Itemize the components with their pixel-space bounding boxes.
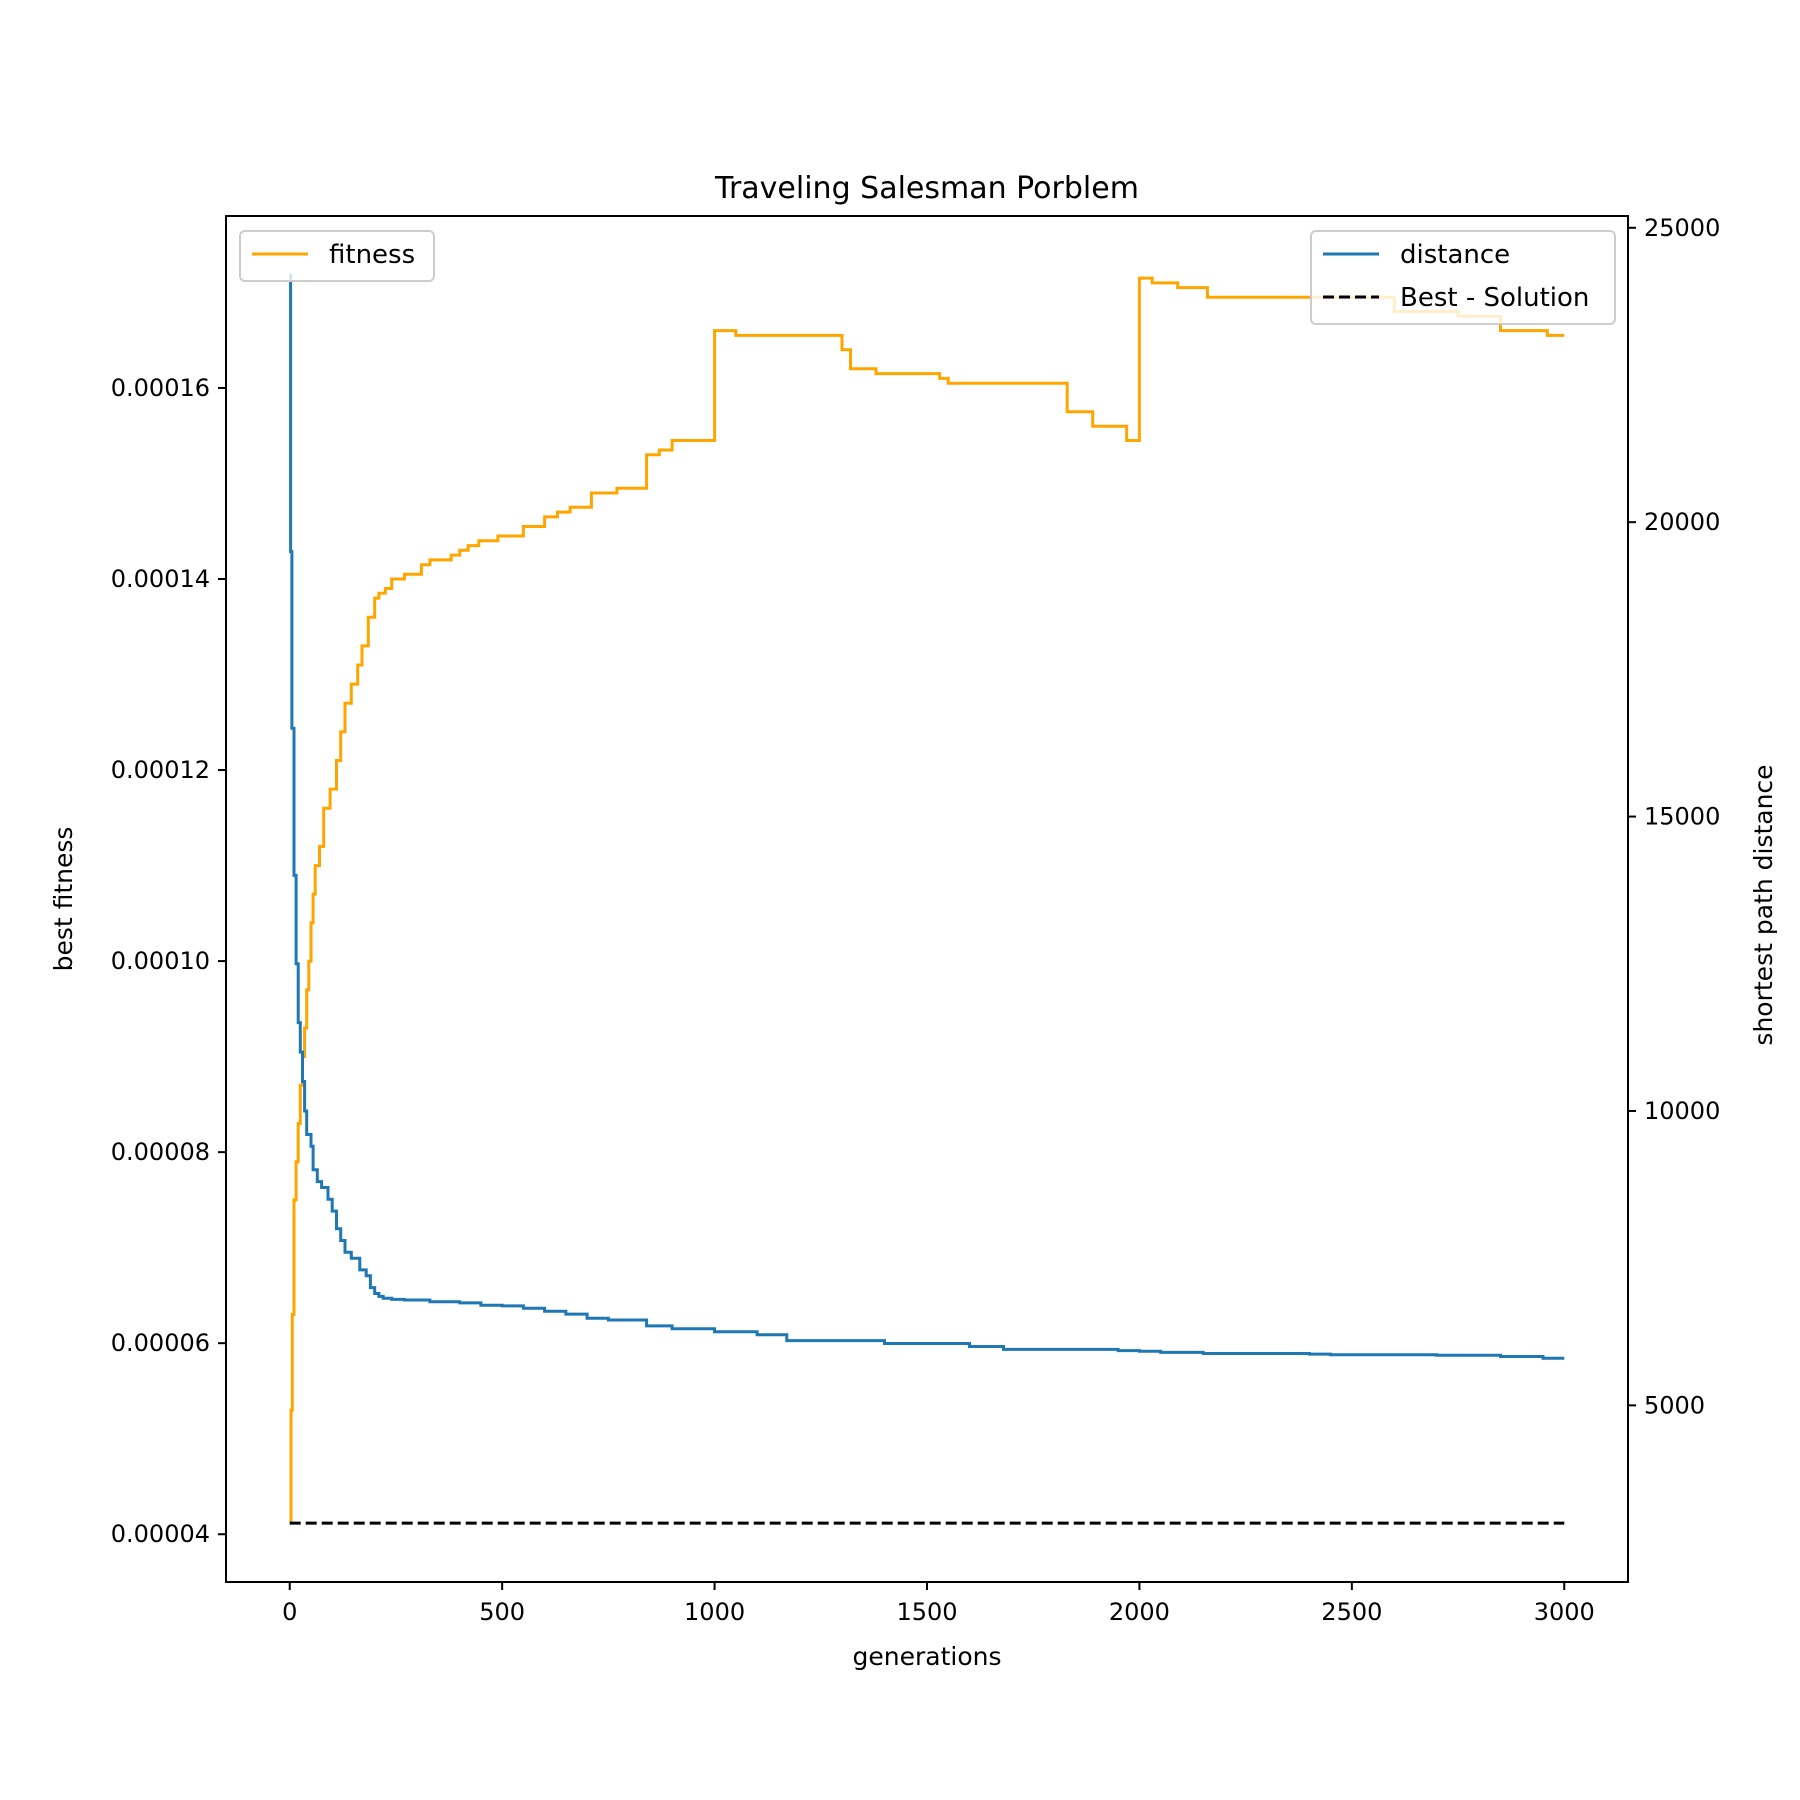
left-y-tick-label: 0.00004 bbox=[111, 1520, 210, 1548]
x-tick-label: 3000 bbox=[1534, 1598, 1595, 1626]
series-line-distance bbox=[289, 273, 1565, 1360]
left-y-tick-label: 0.00008 bbox=[111, 1138, 210, 1166]
x-tick-label: 2000 bbox=[1109, 1598, 1170, 1626]
x-tick-label: 1500 bbox=[896, 1598, 957, 1626]
legend-distance: distance Best - Solution bbox=[1310, 230, 1616, 325]
right-y-axis-ticks: 5000 10000 15000 20000 25000 bbox=[1628, 214, 1720, 1419]
legend-best-solution-label: Best - Solution bbox=[1400, 283, 1589, 313]
x-tick-label: 500 bbox=[479, 1598, 525, 1626]
legend-fitness: fitness bbox=[239, 230, 435, 282]
chart-title: Traveling Salesman Porblem bbox=[714, 171, 1139, 206]
left-y-axis-ticks: 0.00004 0.00006 0.00008 0.00010 0.00012 0.000… bbox=[111, 374, 226, 1548]
right-y-tick-label: 25000 bbox=[1644, 214, 1720, 242]
left-y-tick-label: 0.00010 bbox=[111, 947, 210, 975]
legend-fitness-label: fitness bbox=[329, 240, 415, 270]
left-y-tick-label: 0.00012 bbox=[111, 756, 210, 784]
plot-lines bbox=[289, 273, 1565, 1525]
right-y-tick-label: 10000 bbox=[1644, 1097, 1720, 1125]
x-axis-ticks: 0 500 1000 1500 2000 2500 3000 bbox=[282, 1582, 1595, 1626]
series-line-fitness bbox=[289, 276, 1565, 1524]
x-tick-label: 2500 bbox=[1321, 1598, 1382, 1626]
left-y-axis-label: best fitness bbox=[49, 827, 78, 972]
right-y-tick-label: 20000 bbox=[1644, 508, 1720, 536]
left-y-tick-label: 0.00014 bbox=[111, 565, 210, 593]
legend-distance-box bbox=[1310, 230, 1616, 325]
right-y-axis-label: shortest path distance bbox=[1749, 764, 1778, 1045]
right-y-tick-label: 15000 bbox=[1644, 803, 1720, 831]
x-tick-label: 1000 bbox=[684, 1598, 745, 1626]
left-y-tick-label: 0.00016 bbox=[111, 374, 210, 402]
left-y-tick-label: 0.00006 bbox=[111, 1329, 210, 1357]
legend-distance-label: distance bbox=[1400, 240, 1510, 270]
x-axis-label: generations bbox=[853, 1642, 1002, 1671]
right-y-tick-label: 5000 bbox=[1644, 1391, 1705, 1419]
legend-fitness-box bbox=[239, 230, 435, 282]
x-tick-label: 0 bbox=[282, 1598, 297, 1626]
